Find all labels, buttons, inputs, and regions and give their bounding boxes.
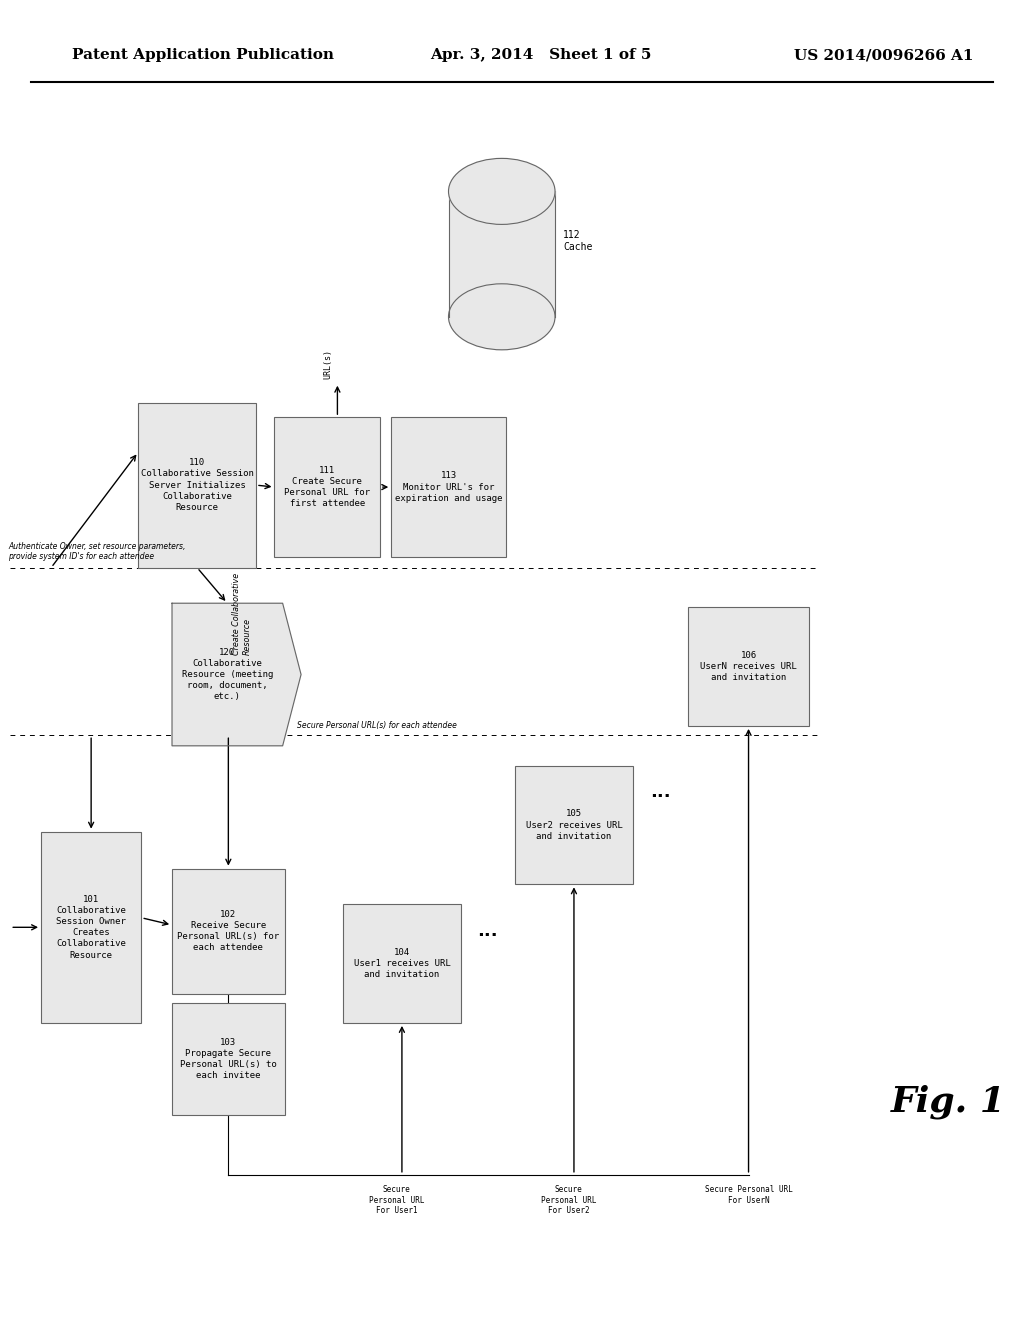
FancyBboxPatch shape [449,191,555,317]
Text: Secure Personal URL(s) for each attendee: Secure Personal URL(s) for each attendee [297,721,457,730]
Ellipse shape [449,158,555,224]
Text: 120
Collaborative
Resource (meeting
room, document,
etc.): 120 Collaborative Resource (meeting room… [181,648,273,701]
Text: Secure
Personal URL
For User1: Secure Personal URL For User1 [369,1185,425,1216]
Text: Create Collaborative
Resource: Create Collaborative Resource [232,573,252,655]
Text: Secure
Personal URL
For User2: Secure Personal URL For User2 [541,1185,597,1216]
Text: 110
Collaborative Session
Server Initializes
Collaborative
Resource: 110 Collaborative Session Server Initial… [140,458,254,512]
FancyBboxPatch shape [343,904,461,1023]
Text: URL(s): URL(s) [324,350,332,379]
Text: Fig. 1: Fig. 1 [891,1085,1006,1119]
Text: Secure Personal URL
For UserN: Secure Personal URL For UserN [705,1185,793,1205]
FancyBboxPatch shape [138,403,256,568]
Text: Apr. 3, 2014   Sheet 1 of 5: Apr. 3, 2014 Sheet 1 of 5 [430,49,651,62]
Polygon shape [172,603,301,746]
Text: ...: ... [650,783,671,801]
FancyBboxPatch shape [41,832,141,1023]
FancyBboxPatch shape [688,607,809,726]
Text: 102
Receive Secure
Personal URL(s) for
each attendee: 102 Receive Secure Personal URL(s) for e… [177,909,280,953]
Text: 105
User2 receives URL
and invitation: 105 User2 receives URL and invitation [525,809,623,841]
Text: 111
Create Secure
Personal URL for
first attendee: 111 Create Secure Personal URL for first… [285,466,370,508]
FancyBboxPatch shape [172,1003,285,1115]
Text: 106
UserN receives URL
and invitation: 106 UserN receives URL and invitation [700,651,797,682]
Text: 112
Cache: 112 Cache [563,230,593,252]
Text: 101
Collaborative
Session Owner
Creates
Collaborative
Resource: 101 Collaborative Session Owner Creates … [56,895,126,960]
Text: US 2014/0096266 A1: US 2014/0096266 A1 [794,49,973,62]
Text: 113
Monitor URL's for
expiration and usage: 113 Monitor URL's for expiration and usa… [395,471,502,503]
Text: 104
User1 receives URL
and invitation: 104 User1 receives URL and invitation [353,948,451,979]
Ellipse shape [449,284,555,350]
FancyBboxPatch shape [172,869,285,994]
Text: 103
Propagate Secure
Personal URL(s) to
each invitee: 103 Propagate Secure Personal URL(s) to … [180,1038,276,1081]
Text: Authenticate Owner, set resource parameters,
provide system ID's for each attend: Authenticate Owner, set resource paramet… [8,541,185,561]
Text: Patent Application Publication: Patent Application Publication [72,49,334,62]
Text: ...: ... [477,921,499,940]
FancyBboxPatch shape [515,766,633,884]
FancyBboxPatch shape [391,417,506,557]
FancyBboxPatch shape [274,417,380,557]
